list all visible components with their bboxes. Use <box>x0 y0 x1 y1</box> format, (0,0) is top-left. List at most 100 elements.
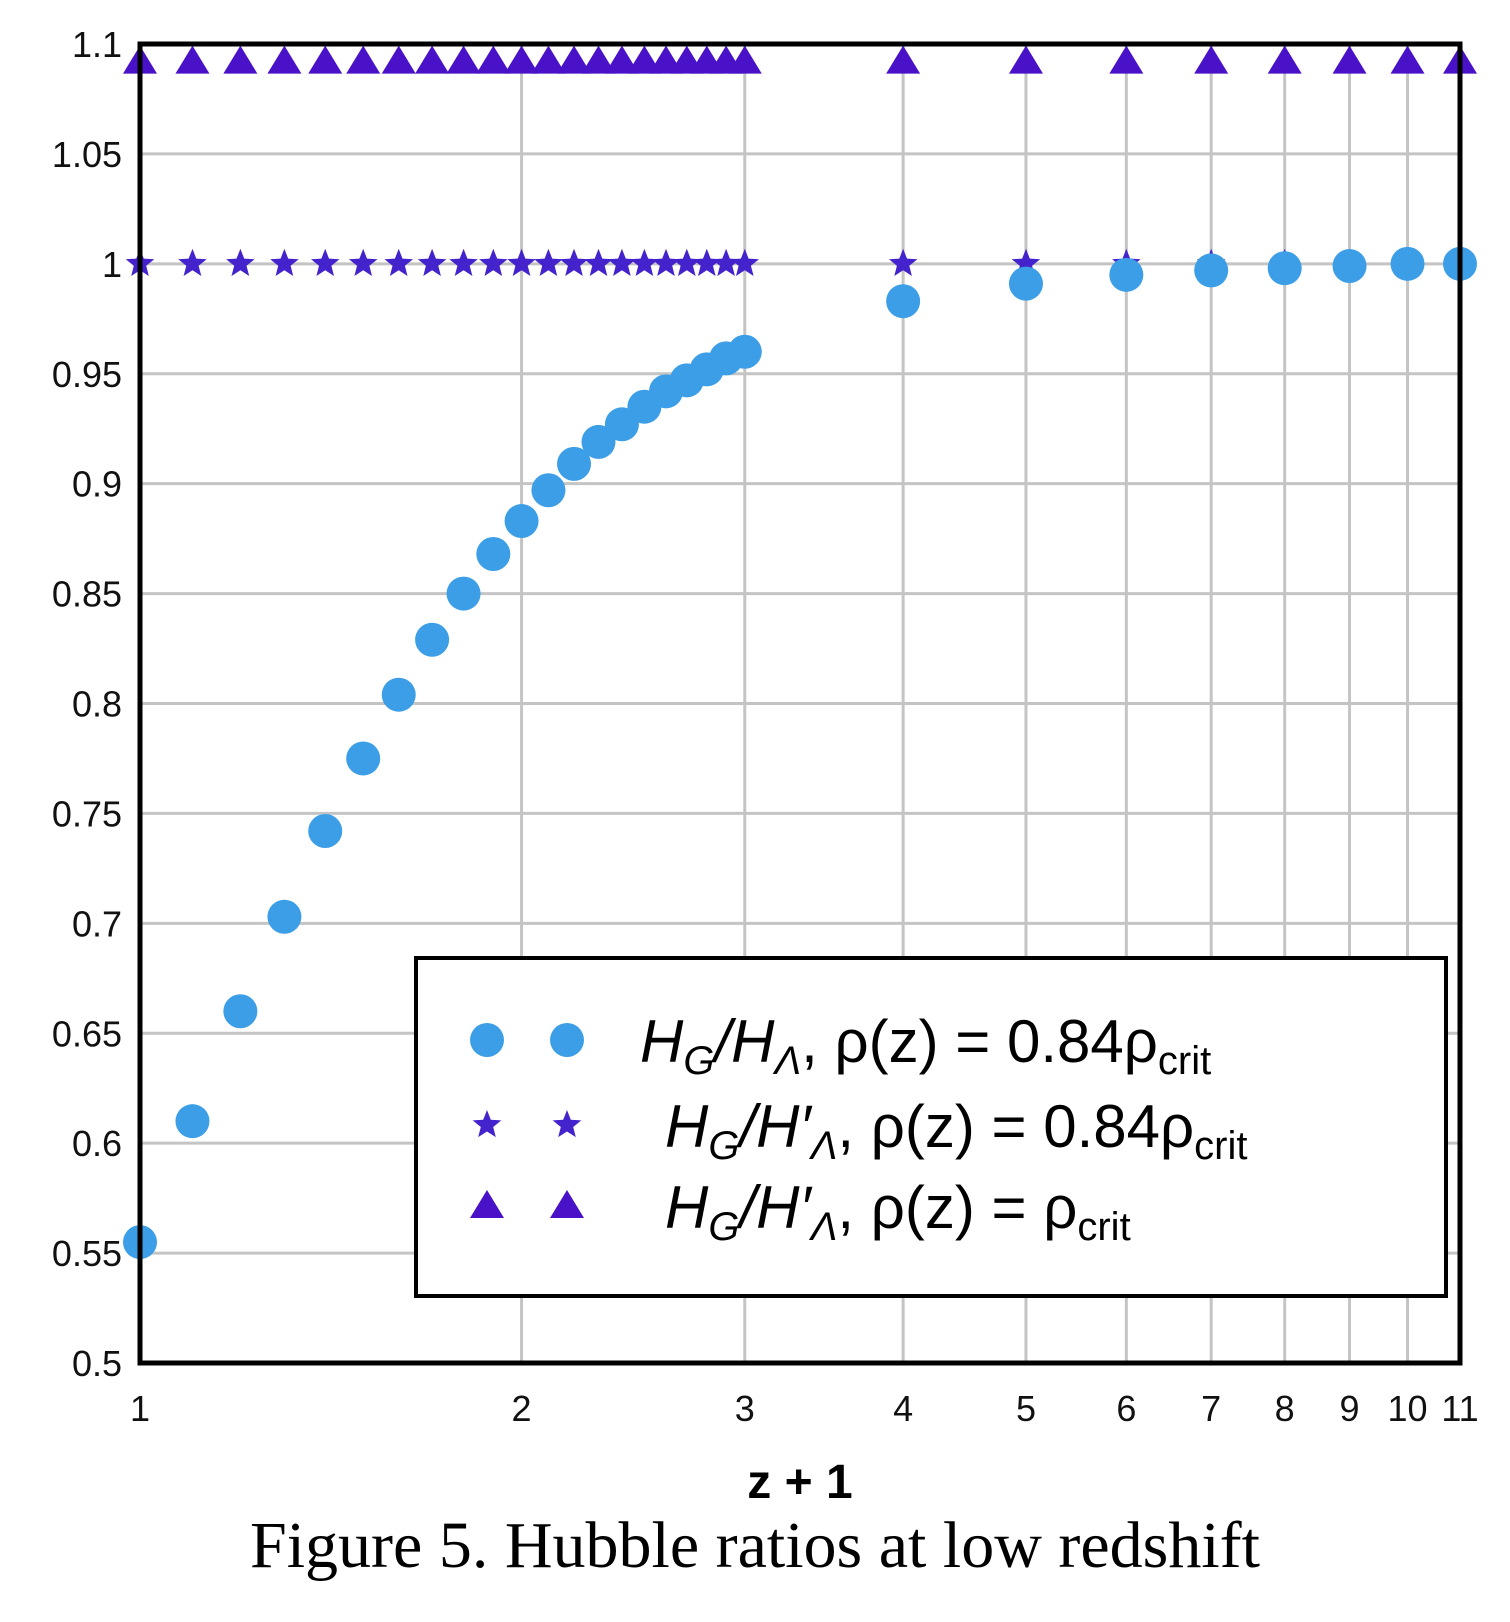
star-point <box>270 248 299 276</box>
legend-texts: HG/HΛ, ρ(z) = 0.84ρcrit HG/H′Λ, ρ(z) = 0.… <box>640 1008 1247 1249</box>
circle-point <box>223 994 258 1029</box>
y-tick-label: 1.05 <box>52 134 122 175</box>
star-point <box>534 248 563 276</box>
triangle-point <box>627 45 662 74</box>
circle-point <box>381 677 416 712</box>
y-tick-label: 0.75 <box>52 793 122 834</box>
star-point <box>651 248 681 276</box>
legend-markers <box>470 1023 584 1218</box>
legend-star-marker <box>472 1110 502 1138</box>
triangle-point <box>446 45 481 74</box>
circle-point <box>308 814 343 849</box>
y-tick-label: 0.8 <box>72 684 122 725</box>
x-tick-label: 9 <box>1340 1388 1360 1429</box>
legend-entry-label: HG/H′Λ, ρ(z) = ρcrit <box>665 1174 1131 1249</box>
figure-caption: Figure 5. Hubble ratios at low redshift <box>250 1509 1260 1582</box>
star-point <box>711 248 741 276</box>
y-tick-label: 1 <box>102 244 122 285</box>
legend-box <box>414 956 1448 1298</box>
circle-point <box>1194 253 1229 288</box>
y-tick-label: 0.95 <box>52 354 122 395</box>
y-tick-label: 0.85 <box>52 574 122 615</box>
triangle-point <box>1332 45 1367 74</box>
circle-point <box>531 473 566 508</box>
triangle-point <box>415 45 450 74</box>
x-tick-label: 2 <box>512 1388 532 1429</box>
circle-point <box>886 284 921 319</box>
x-axis-ticks: 1 2 3 4 5 6 7 8 9 10 11 <box>130 1388 1479 1429</box>
legend-triangle-marker <box>470 1190 504 1218</box>
y-tick-label: 0.65 <box>52 1013 122 1054</box>
y-tick-label: 0.7 <box>72 903 122 944</box>
x-tick-label: 3 <box>735 1388 755 1429</box>
y-tick-label: 0.9 <box>72 464 122 505</box>
circle-point <box>1332 249 1367 284</box>
plot-frame <box>137 41 1463 1366</box>
legend-circle-marker <box>550 1023 584 1057</box>
x-tick-label: 4 <box>893 1388 913 1429</box>
legend-entry-label: HG/HΛ, ρ(z) = 0.84ρcrit <box>640 1008 1211 1083</box>
star-point <box>692 248 722 276</box>
star-point <box>630 248 659 276</box>
triangle-point <box>476 45 511 74</box>
star-point <box>559 248 589 276</box>
y-axis-ticks: 0.5 0.55 0.6 0.65 0.7 0.75 0.8 0.85 0.9 0.95 1 1.05… <box>52 24 122 1384</box>
y-tick-label: 0.55 <box>52 1233 122 1274</box>
circle-point <box>346 741 381 776</box>
triangle-point <box>308 45 343 74</box>
star-point <box>672 248 701 276</box>
star-point <box>507 248 536 276</box>
circle-point <box>1267 251 1302 286</box>
y-tick-label: 1.1 <box>72 24 122 65</box>
x-tick-label: 8 <box>1275 1388 1295 1429</box>
legend-entry-label: HG/H′Λ, ρ(z) = 0.84ρcrit <box>665 1093 1247 1168</box>
triangle-point <box>581 45 616 74</box>
triangle-point <box>1194 45 1229 74</box>
star-point <box>178 248 207 276</box>
circle-point <box>267 899 302 934</box>
circle-point <box>727 334 762 369</box>
star-point <box>730 248 759 276</box>
x-tick-label: 6 <box>1116 1388 1136 1429</box>
star-point <box>449 248 478 276</box>
circle-point <box>175 1104 210 1139</box>
x-tick-label: 11 <box>1441 1388 1478 1429</box>
triangle-point <box>727 45 762 74</box>
star-point <box>1011 248 1041 276</box>
y-tick-label: 0.6 <box>72 1123 122 1164</box>
legend-circle-marker <box>470 1023 504 1057</box>
x-tick-label: 1 <box>130 1388 150 1429</box>
triangle-point <box>1267 45 1302 74</box>
triangle-point <box>267 45 302 74</box>
star-point <box>226 248 255 276</box>
triangle-point <box>1109 45 1144 74</box>
triangle-point <box>531 45 566 74</box>
circle-point <box>476 537 511 572</box>
star-point <box>417 248 447 276</box>
triangle-point <box>604 45 639 74</box>
circle-point <box>446 576 481 611</box>
legend-triangle-marker <box>550 1190 584 1218</box>
circle-point <box>581 424 616 459</box>
star-point <box>311 248 340 276</box>
circle-point <box>557 446 592 481</box>
circle-point <box>1008 266 1043 301</box>
star-point <box>888 248 918 276</box>
x-tick-label: 10 <box>1388 1388 1428 1429</box>
star-point <box>607 248 637 276</box>
x-tick-label: 7 <box>1201 1388 1221 1429</box>
triangle-point <box>1008 45 1043 74</box>
triangle-point <box>1390 45 1425 74</box>
circle-point <box>1390 246 1425 281</box>
triangle-point <box>223 45 258 74</box>
circle-point <box>504 504 539 539</box>
star-point <box>384 248 413 276</box>
legend-star-marker <box>552 1110 582 1138</box>
circle-point <box>415 622 450 657</box>
circle-point <box>1109 257 1144 292</box>
y-tick-label: 0.5 <box>72 1343 122 1384</box>
star-point <box>584 248 613 276</box>
triangle-point <box>886 45 921 74</box>
x-axis-label: z + 1 <box>747 1456 852 1509</box>
